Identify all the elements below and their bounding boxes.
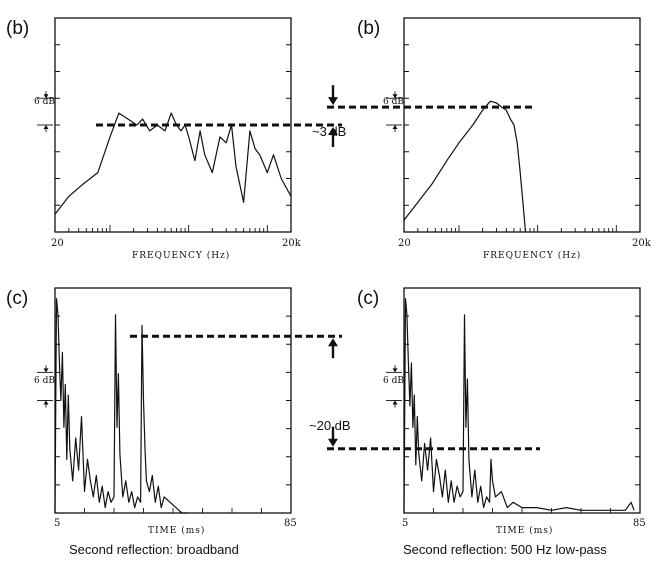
scale-bar-label-bl: 6 dB: [34, 376, 55, 386]
scale-bar-label-tl: 6 dB: [34, 97, 55, 107]
x-tick-max-tl: 20k: [282, 238, 301, 249]
x-tick-max-bl: 85: [284, 518, 297, 529]
series-line: [54, 112, 292, 215]
x-tick-min-br: 5: [402, 518, 409, 529]
scale-bar-arrowhead-bottom: [43, 400, 49, 405]
series-line: [403, 298, 635, 514]
x-tick-min-bl: 5: [54, 518, 61, 529]
scale-bar-label-tr: 6 dB: [383, 97, 404, 107]
scale-bar-label-br: 6 dB: [383, 376, 404, 386]
series-line: [403, 100, 527, 233]
scale-bar-arrowhead-bottom: [43, 125, 49, 129]
scale-bar-arrowhead-top: [392, 368, 398, 373]
level-diff-bottom-label: ~20 dB: [309, 418, 351, 433]
level-diff-top-label: ~3 dB: [312, 124, 347, 139]
x-axis-label-br: TIME (ms): [496, 526, 554, 536]
scale-bar-arrowhead-top: [392, 94, 398, 99]
x-tick-min-tr: 20: [398, 238, 411, 249]
x-axis-label-bl: TIME (ms): [148, 526, 206, 536]
arrow-3db-down-head: [328, 97, 338, 106]
scale-bar-arrowhead-top: [43, 368, 49, 373]
arrow-3db-up-head: [328, 127, 338, 135]
caption-left: Second reflection: broadband: [69, 542, 239, 557]
x-tick-max-tr: 20k: [632, 238, 651, 249]
caption-right: Second reflection: 500 Hz low-pass: [403, 542, 607, 557]
arrow-20db-down-head: [328, 438, 338, 447]
scale-bar-arrowhead-bottom: [392, 125, 398, 129]
series-line: [54, 298, 188, 514]
panel-letter-tr: (b): [357, 18, 381, 39]
panel-letter-bl: (c): [6, 288, 29, 309]
x-tick-max-br: 85: [633, 518, 646, 529]
x-tick-min-tl: 20: [51, 238, 64, 249]
panel-letter-tl: (b): [6, 18, 30, 39]
x-axis-label-tr: FREQUENCY (Hz): [483, 251, 582, 261]
panel-letter-br: (c): [357, 288, 380, 309]
scale-bar-arrowhead-bottom: [392, 400, 398, 405]
arrow-20db-up-head: [328, 338, 338, 347]
scale-bar-arrowhead-top: [43, 94, 49, 99]
x-axis-label-tl: FREQUENCY (Hz): [132, 251, 231, 261]
